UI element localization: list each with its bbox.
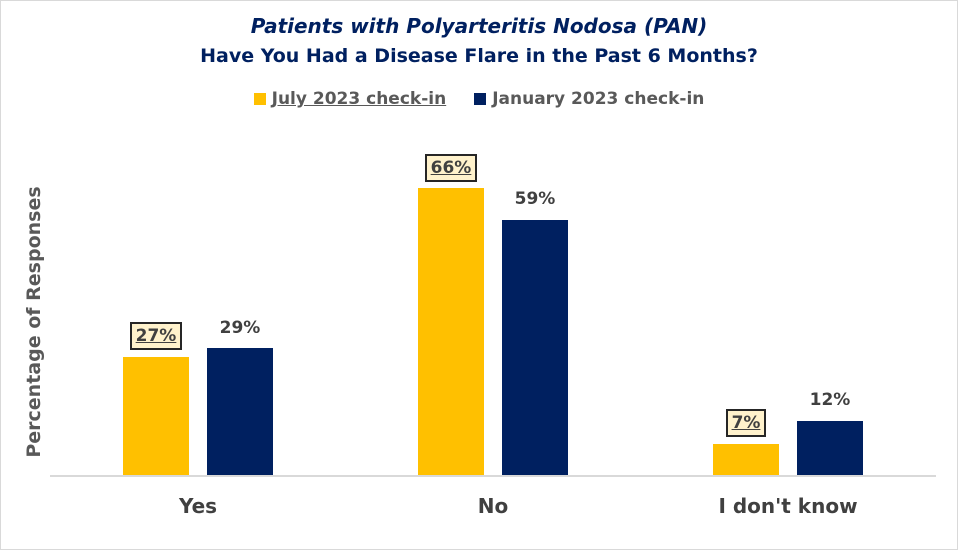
data-label-idk-january-2023: 12% xyxy=(809,390,851,410)
y-axis-label: Percentage of Responses xyxy=(23,186,45,458)
data-label-no-july-2023: 66% xyxy=(418,154,484,182)
category-label-yes: Yes xyxy=(178,494,218,518)
data-label-yes-july-2023: 27% xyxy=(123,322,189,350)
legend-item-july-2023[interactable]: July 2023 check-in xyxy=(253,89,447,109)
bar-yes-july-2023[interactable] xyxy=(123,357,189,475)
category-label-no: No xyxy=(477,494,509,518)
legend-swatch-navy-icon xyxy=(474,93,487,105)
x-axis-line xyxy=(50,475,936,477)
legend-swatch-gold-icon xyxy=(253,93,266,105)
bar-idk-january-2023[interactable] xyxy=(797,421,863,475)
bar-no-january-2023[interactable] xyxy=(502,220,568,475)
data-label-yes-january-2023: 29% xyxy=(219,318,261,338)
legend: July 2023 check-in January 2023 check-in xyxy=(0,89,958,109)
bar-no-july-2023[interactable] xyxy=(418,188,484,475)
bar-yes-january-2023[interactable] xyxy=(207,348,273,475)
data-label-no-january-2023: 59% xyxy=(514,189,556,209)
legend-item-january-2023[interactable]: January 2023 check-in xyxy=(474,89,704,109)
chart-title: Patients with Polyarteritis Nodosa (PAN) xyxy=(250,14,708,38)
bar-idk-july-2023[interactable] xyxy=(713,444,779,475)
legend-label: January 2023 check-in xyxy=(492,89,705,109)
data-label-idk-july-2023: 7% xyxy=(713,409,779,437)
chart-subtitle: Have You Had a Disease Flare in the Past… xyxy=(200,45,758,67)
category-label-idk: I don't know xyxy=(718,494,858,518)
legend-label: July 2023 check-in xyxy=(271,89,447,109)
